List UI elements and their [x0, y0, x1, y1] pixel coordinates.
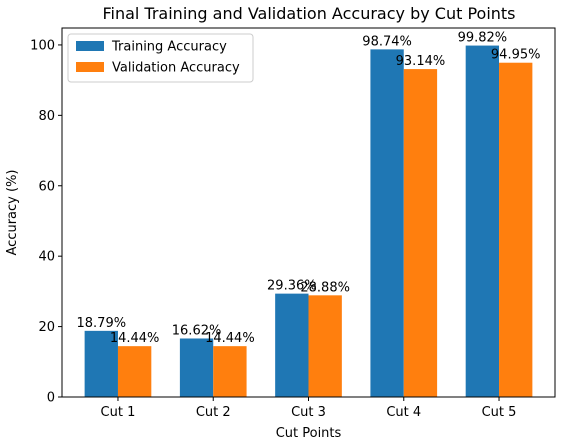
- x-tick-label: Cut 3: [291, 405, 326, 420]
- bar: [370, 49, 404, 397]
- bar-value-labels: 18.79% 16.62% 29.36% 98.74% 99.82% 14.44% 14.4…: [77, 31, 541, 347]
- bar-value-label: 16.62%: [172, 323, 222, 338]
- bar: [308, 295, 342, 397]
- y-axis-ticks: 0 20 40 60 80 100: [30, 38, 62, 406]
- plot-frame: [61, 27, 556, 398]
- bar-value-label: 29.36%: [267, 279, 317, 294]
- x-axis-ticks: Cut 1 Cut 2 Cut 3 Cut 4 Cut 5: [101, 397, 517, 420]
- legend-swatch: [76, 41, 104, 51]
- bar: [84, 330, 118, 397]
- bar: [275, 293, 309, 397]
- bar-value-label: 14.44%: [205, 331, 255, 346]
- bar: [179, 338, 214, 397]
- x-tick-label: Cut 2: [196, 405, 231, 420]
- bar-value-label: 99.82%: [458, 31, 508, 46]
- legend-box: [67, 33, 254, 83]
- bar-value-label: 93.14%: [396, 54, 446, 69]
- bar: [213, 346, 247, 397]
- bar-value-label: 18.79%: [77, 316, 127, 331]
- bar: [117, 346, 152, 397]
- y-tick-label: 60: [38, 179, 55, 194]
- x-tick-label: Cut 5: [482, 405, 517, 420]
- bar-value-label: 98.74%: [362, 34, 412, 49]
- bar-value-label: 28.88%: [300, 280, 350, 295]
- y-tick-label: 40: [38, 250, 55, 265]
- legend: Training Accuracy Validation Accuracy: [67, 33, 254, 83]
- bar-value-label: 14.44%: [110, 331, 160, 346]
- bar: [465, 45, 500, 397]
- bar: [403, 69, 438, 398]
- x-axis-label: Cut Points: [276, 426, 342, 441]
- y-tick-label: 20: [38, 320, 55, 335]
- bars: [84, 45, 533, 398]
- y-tick-label: 100: [30, 38, 55, 53]
- legend-label: Training Accuracy: [111, 40, 227, 55]
- bar-value-label: 94.95%: [491, 48, 541, 63]
- y-tick-label: 80: [38, 109, 55, 124]
- x-tick-label: Cut 1: [101, 405, 136, 420]
- legend-swatch: [76, 62, 104, 72]
- bar: [499, 62, 533, 398]
- y-tick-label: 0: [47, 391, 55, 406]
- legend-label: Validation Accuracy: [112, 61, 240, 76]
- x-tick-label: Cut 4: [386, 405, 421, 420]
- y-axis-label: Accuracy (%): [5, 170, 20, 256]
- chart-title: Final Training and Validation Accuracy b…: [102, 4, 515, 23]
